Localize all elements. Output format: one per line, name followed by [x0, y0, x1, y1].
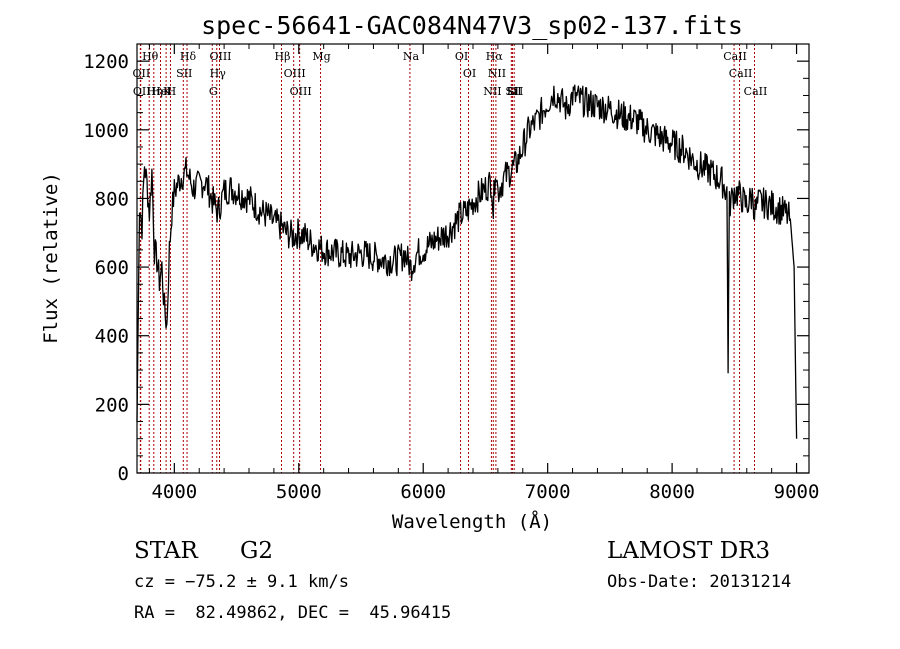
y-tick-label: 1000	[83, 120, 129, 142]
spectral-line-label: Hδ	[180, 50, 197, 63]
spectral-line-label: NII	[483, 85, 501, 98]
spectral-line-label: CaII	[744, 85, 768, 98]
observation-date: Obs-Date: 20131214	[607, 572, 792, 592]
spectral-line-label: NII	[488, 67, 506, 80]
spectral-line-label: SII	[176, 67, 192, 80]
y-tick-label: 600	[95, 257, 129, 279]
spectral-line-label: K	[163, 85, 172, 98]
spectral-line-label: Li	[507, 85, 518, 98]
spectral-line-label: CaII	[723, 50, 747, 63]
spectral-line-label: OIII	[284, 67, 306, 80]
y-tick-label: 400	[95, 326, 129, 348]
spectral-line-label: Hβ	[275, 50, 291, 63]
y-tick-label: 800	[95, 188, 129, 210]
spectral-line-label: SII	[507, 85, 523, 98]
y-tick-label: 200	[95, 394, 129, 416]
axis-ticks: 4000 5000 6000 7000 8000 9000 0 200 400 600 800 100…	[83, 44, 819, 503]
x-axis-label: Wavelength (Å)	[392, 510, 552, 533]
y-tick-label: 1200	[83, 51, 129, 73]
spectral-line-label: Hγ	[210, 67, 227, 80]
spectral-line-label: OIII	[209, 50, 231, 63]
spectral-line-label: Hη	[147, 85, 163, 98]
x-tick-label: 4000	[151, 481, 197, 503]
object-subclass: G2	[240, 538, 274, 564]
y-axis-label: Flux (relative)	[40, 172, 62, 344]
spectral-line-label: OI	[463, 67, 476, 80]
x-tick-label: 6000	[400, 481, 446, 503]
redshift-cz: cz = −75.2 ± 9.1 km/s	[134, 572, 349, 592]
x-tick-label: 9000	[774, 481, 820, 503]
spectral-line-label: Na	[403, 50, 420, 63]
y-tick-label: 0	[118, 463, 129, 485]
plot-frame	[136, 43, 810, 474]
spectrum-series-line	[136, 84, 798, 439]
spectral-line-label: OI	[455, 50, 468, 63]
x-tick-label: 7000	[525, 481, 571, 503]
ra-dec: RA = 82.49862, DEC = 45.96415	[134, 603, 452, 623]
spectral-line-label: Hα	[486, 50, 504, 63]
spectral-line-label: HeI	[151, 85, 171, 98]
spectral-line-label: OIII	[290, 85, 312, 98]
spectral-line-markers	[139, 44, 755, 473]
spectral-line-label: Mg	[312, 50, 330, 63]
spectral-line-label: H	[167, 85, 177, 98]
x-tick-label: 8000	[649, 481, 695, 503]
chart-title: spec-56641-GAC084N47V3_sp02-137.fits	[201, 11, 743, 40]
spectral-line-label: Hθ	[142, 50, 159, 63]
x-tick-label: 5000	[276, 481, 322, 503]
object-class: STAR	[134, 538, 198, 564]
spectral-line-label: G	[209, 85, 218, 98]
spectral-line-label: SII	[505, 85, 521, 98]
survey-name: LAMOST DR3	[607, 538, 771, 564]
spectral-line-label: CaII	[729, 67, 753, 80]
